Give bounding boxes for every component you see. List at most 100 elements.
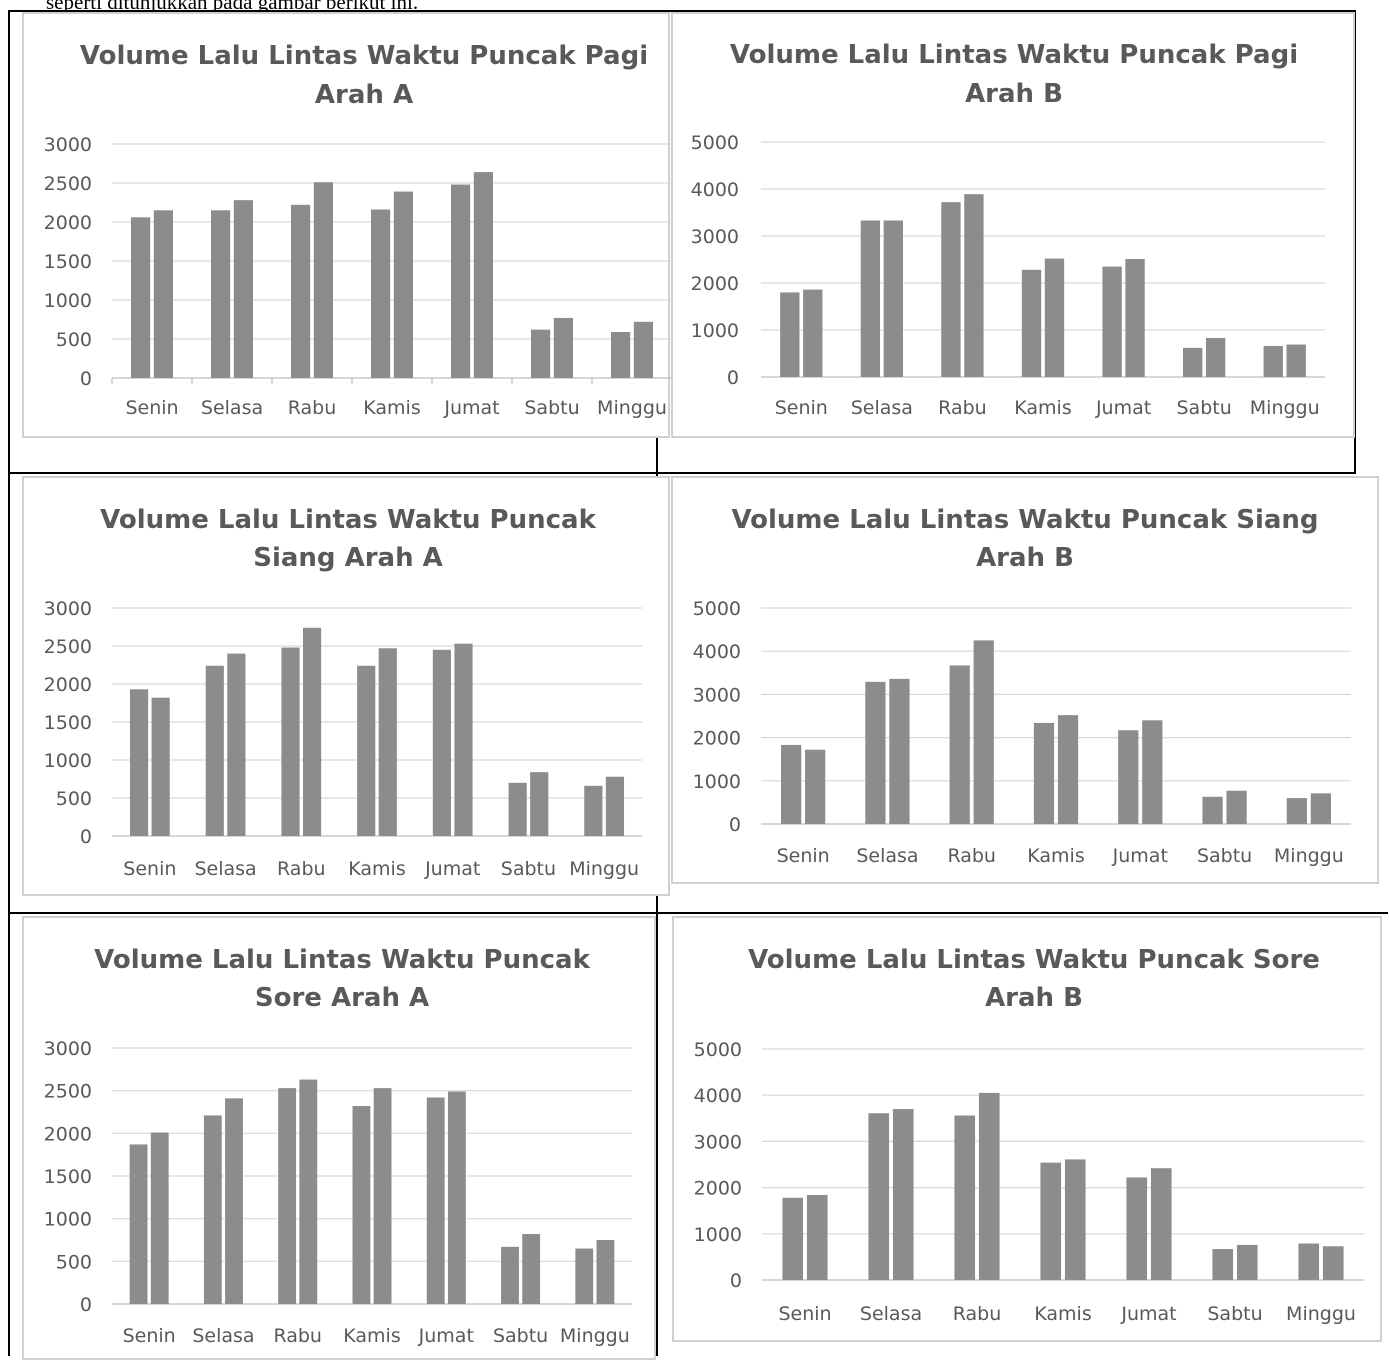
bar-senin-series-2 xyxy=(153,210,173,378)
y-tick-label: 1000 xyxy=(44,1209,92,1231)
bar-senin-series-1 xyxy=(129,1144,148,1304)
x-category-label: Minggu xyxy=(1274,845,1344,867)
bar-kamis-series-2 xyxy=(393,191,413,378)
x-category-label: Jumat xyxy=(1095,397,1151,419)
caption-text: seperti ditunjukkan pada gambar berikut … xyxy=(46,0,418,10)
x-category-label: Minggu xyxy=(1250,397,1320,419)
bar-selasa-series-2 xyxy=(892,1109,914,1280)
x-category-label: Senin xyxy=(778,1303,831,1325)
y-tick-label: 4000 xyxy=(693,641,741,663)
bar-kamis-series-2 xyxy=(1064,1159,1086,1280)
bar-rabu-series-1 xyxy=(278,1088,297,1304)
y-tick-label: 2500 xyxy=(44,173,92,195)
bar-minggu-series-1 xyxy=(575,1248,594,1304)
bar-senin-series-2 xyxy=(805,749,826,824)
bar-rabu-series-1 xyxy=(949,665,970,824)
y-tick-label: 4000 xyxy=(694,1085,742,1107)
bar-rabu-series-1 xyxy=(954,1115,976,1280)
bar-sabtu-series-2 xyxy=(1205,337,1226,377)
y-tick-label: 3000 xyxy=(44,134,92,156)
x-category-label: Kamis xyxy=(348,858,405,880)
chart-title-line: Arah B xyxy=(976,543,1074,573)
bar-kamis-series-2 xyxy=(378,648,397,836)
x-category-label: Sabtu xyxy=(493,1325,548,1347)
bar-jumat-series-1 xyxy=(1126,1177,1148,1280)
bar-senin-series-2 xyxy=(806,1194,828,1280)
y-tick-label: 2000 xyxy=(694,1178,742,1200)
bar-sabtu-series-2 xyxy=(530,772,549,836)
bar-sabtu-series-1 xyxy=(501,1246,519,1304)
x-category-label: Sabtu xyxy=(524,397,579,419)
y-tick-label: 2000 xyxy=(44,1123,92,1145)
bar-selasa-series-1 xyxy=(203,1115,222,1304)
bar-kamis-series-2 xyxy=(1057,715,1079,824)
bar-jumat-series-1 xyxy=(1118,730,1139,824)
x-category-label: Kamis xyxy=(363,397,420,419)
y-tick-label: 3000 xyxy=(44,1038,92,1060)
bar-minggu-series-2 xyxy=(1310,793,1331,824)
chart-title-line: Volume Lalu Lintas Waktu Puncak Pagi xyxy=(80,41,648,71)
bar-selasa-series-1 xyxy=(868,1113,890,1280)
bar-senin-series-2 xyxy=(151,697,170,836)
chart-title-line: Volume Lalu Lintas Waktu Puncak Siang xyxy=(731,505,1318,535)
bar-kamis-series-1 xyxy=(1040,1162,1062,1280)
bar-sabtu-series-1 xyxy=(1202,796,1223,824)
bar-jumat-series-2 xyxy=(1125,259,1145,377)
x-category-label: Senin xyxy=(123,1325,176,1347)
x-category-label: Rabu xyxy=(273,1325,322,1347)
y-tick-label: 1000 xyxy=(44,750,92,772)
bar-minggu-series-1 xyxy=(1263,345,1283,377)
x-category-label: Rabu xyxy=(947,845,996,867)
bar-minggu-series-1 xyxy=(611,331,631,378)
bar-sabtu-series-2 xyxy=(1236,1244,1258,1280)
chart-title-line: Volume Lalu Lintas Waktu Puncak Pagi xyxy=(730,40,1298,70)
chart-title-line: Arah B xyxy=(985,983,1083,1013)
y-tick-label: 1000 xyxy=(693,771,741,793)
bar-rabu-series-2 xyxy=(299,1079,318,1304)
bar-minggu-series-1 xyxy=(1286,798,1307,824)
x-category-label: Minggu xyxy=(560,1325,630,1347)
bar-kamis-series-2 xyxy=(373,1088,392,1304)
y-tick-label: 2000 xyxy=(44,212,92,234)
y-tick-label: 2500 xyxy=(44,636,92,658)
table-row-divider-1 xyxy=(8,472,1356,474)
bar-rabu-series-2 xyxy=(302,627,322,836)
x-category-label: Selasa xyxy=(194,858,256,880)
bar-minggu-series-1 xyxy=(1298,1243,1320,1280)
bar-sabtu-series-2 xyxy=(522,1234,541,1304)
x-category-label: Senin xyxy=(777,845,830,867)
y-tick-label: 3000 xyxy=(693,684,741,706)
y-tick-label: 1500 xyxy=(44,251,92,273)
top-caption: seperti ditunjukkan pada gambar berikut … xyxy=(46,0,646,10)
y-tick-label: 3000 xyxy=(44,598,92,620)
x-category-label: Senin xyxy=(775,397,828,419)
chart-siang-arah-b-svg: Volume Lalu Lintas Waktu Puncak Siang Ara… xyxy=(693,505,1351,867)
y-tick-label: 500 xyxy=(56,788,92,810)
x-category-label: Minggu xyxy=(597,397,667,419)
bar-kamis-series-1 xyxy=(1021,269,1042,377)
x-category-label: Rabu xyxy=(953,1303,1002,1325)
bar-sabtu-series-2 xyxy=(553,317,573,378)
chart-title-line: Arah B xyxy=(965,79,1063,109)
bar-jumat-series-2 xyxy=(1142,720,1163,824)
y-tick-label: 1000 xyxy=(44,290,92,312)
x-category-label: Sabtu xyxy=(501,858,556,880)
y-tick-label: 5000 xyxy=(694,1039,742,1061)
y-tick-label: 1500 xyxy=(44,712,92,734)
y-tick-label: 4000 xyxy=(691,179,739,201)
chart-sore-arah-b-svg: Volume Lalu Lintas Waktu Puncak Sore Arah… xyxy=(694,945,1364,1325)
chart-pagi-arah-a: Volume Lalu Lintas Waktu Puncak Pagi Arah… xyxy=(22,12,672,438)
chart-title-line: Sore Arah A xyxy=(255,983,429,1013)
y-tick-label: 0 xyxy=(80,368,92,390)
x-category-label: Kamis xyxy=(1034,1303,1091,1325)
x-category-label: Sabtu xyxy=(1197,845,1252,867)
bar-kamis-series-2 xyxy=(1044,258,1065,377)
chart-title-line: Arah A xyxy=(315,80,413,110)
bar-kamis-series-1 xyxy=(352,1106,371,1304)
bar-jumat-series-2 xyxy=(473,172,493,378)
x-category-label: Kamis xyxy=(1014,397,1071,419)
y-tick-label: 0 xyxy=(80,1294,92,1316)
bar-jumat-series-1 xyxy=(1102,266,1122,377)
x-category-label: Selasa xyxy=(860,1303,922,1325)
bar-rabu-series-2 xyxy=(313,182,333,378)
